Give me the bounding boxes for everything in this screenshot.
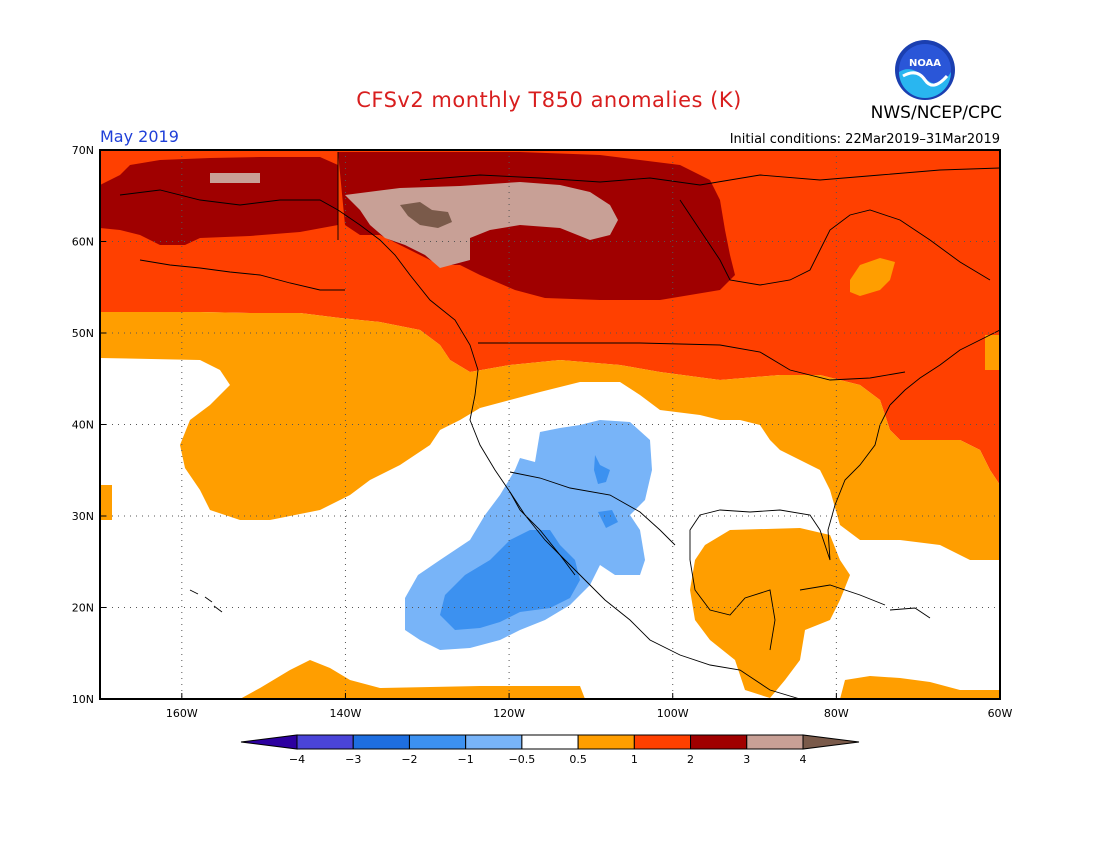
lon-tick-label: 100W (657, 707, 689, 720)
lat-labels: 70N 60N 50N 40N 30N 20N 10N (72, 144, 94, 706)
field-neg-1-2-ocean (440, 530, 580, 630)
colorbar-level-label: −1 (458, 753, 474, 766)
chart-title: CFSv2 monthly T850 anomalies (K) (356, 88, 742, 112)
lat-tick-label: 30N (72, 510, 94, 523)
colorbar-level-label: 4 (800, 753, 807, 766)
lat-tick-label: 60N (72, 236, 94, 249)
lat-tick-label: 20N (72, 602, 94, 615)
colorbar-box (296, 734, 354, 750)
border-us-canada (478, 342, 906, 381)
field-pos-2-3-alaska (100, 157, 338, 245)
grid-lines (100, 149, 1001, 700)
lon-tick-label: 80W (824, 707, 849, 720)
colorbar-level-label: −4 (289, 753, 305, 766)
lat-tick-label: 70N (72, 144, 94, 157)
field-pos-05-1-us (470, 360, 1000, 560)
colorbar-level-label: −2 (401, 753, 417, 766)
field-pos-4 (400, 202, 452, 228)
field-neg-1-2-sw (594, 455, 610, 484)
lon-tick-label: 120W (493, 707, 525, 720)
colorbar-arrow-low (240, 734, 298, 750)
field-pos-05-1-caribbean (840, 676, 1000, 699)
colorbar-level-label: 1 (631, 753, 638, 766)
lon-tick-label: 140W (330, 707, 362, 720)
field-pos-3-4-small (210, 173, 260, 183)
colorbar-box (465, 734, 523, 750)
lat-tick-label: 10N (72, 693, 94, 706)
colorbar-arrow-high (802, 734, 860, 750)
coast-arctic (419, 167, 1000, 186)
lon-tick-label: 160W (166, 707, 198, 720)
coast-yucatan (689, 559, 776, 651)
field-pos-05-1-edge (100, 485, 112, 520)
colorbar-level-label: 2 (687, 753, 694, 766)
agency-label: NWS/NCEP/CPC (870, 103, 1002, 123)
field-neg-1-2-baja (598, 510, 618, 528)
coast-cuba (799, 584, 886, 606)
coast-westus (469, 369, 801, 699)
field-pos-1-2-labrador (850, 258, 895, 296)
lat-tick-label: 50N (72, 327, 94, 340)
lon-labels: 160W 140W 120W 100W 80W 60W (166, 707, 1013, 720)
coast-aleutians (139, 259, 345, 291)
colorbar-level-label: −3 (345, 753, 361, 766)
coast-gulf (689, 404, 891, 561)
plot-frame (99, 149, 1001, 700)
colorbar-level-label: 0.5 (569, 753, 587, 766)
field-pos-05-1-pacific (100, 312, 480, 520)
month-label: May 2019 (100, 127, 179, 146)
field-pos-05-1-gulf (690, 528, 850, 698)
colorbar-box (690, 734, 748, 750)
coast-baja (509, 491, 576, 576)
coast-hawaii (189, 589, 223, 613)
field-pos-05-1-ne (985, 335, 1000, 370)
colorbar-level-label: 3 (743, 753, 750, 766)
colorbar-box (408, 734, 467, 750)
initial-conditions-label: Initial conditions: 22Mar2019–31Mar2019 (729, 132, 1000, 147)
colorbar-box (521, 734, 579, 750)
lat-tick-label: 40N (72, 419, 94, 432)
noaa-logo-text: NOAA (909, 58, 941, 69)
colorbar-box (633, 734, 692, 750)
colorbar: −4 −3 −2 −1 −0.5 0.5 1 2 3 4 (240, 734, 860, 766)
coast-alaska (119, 189, 479, 371)
lon-tick-label: 60W (988, 707, 1013, 720)
border-us-mexico (509, 471, 676, 546)
colorbar-box (577, 734, 635, 750)
colorbar-box (352, 734, 410, 750)
noaa-logo: NOAA (893, 38, 957, 102)
coast-northeast (889, 329, 1000, 406)
field-pos-05-1-south (240, 660, 585, 699)
field-pos-1-2 (100, 150, 1000, 485)
colorbar-level-label: −0.5 (509, 753, 536, 766)
coast-hudson (679, 199, 991, 286)
colorbar-box (746, 734, 804, 750)
coastlines (119, 152, 1000, 699)
coast-hispaniola (889, 607, 931, 619)
